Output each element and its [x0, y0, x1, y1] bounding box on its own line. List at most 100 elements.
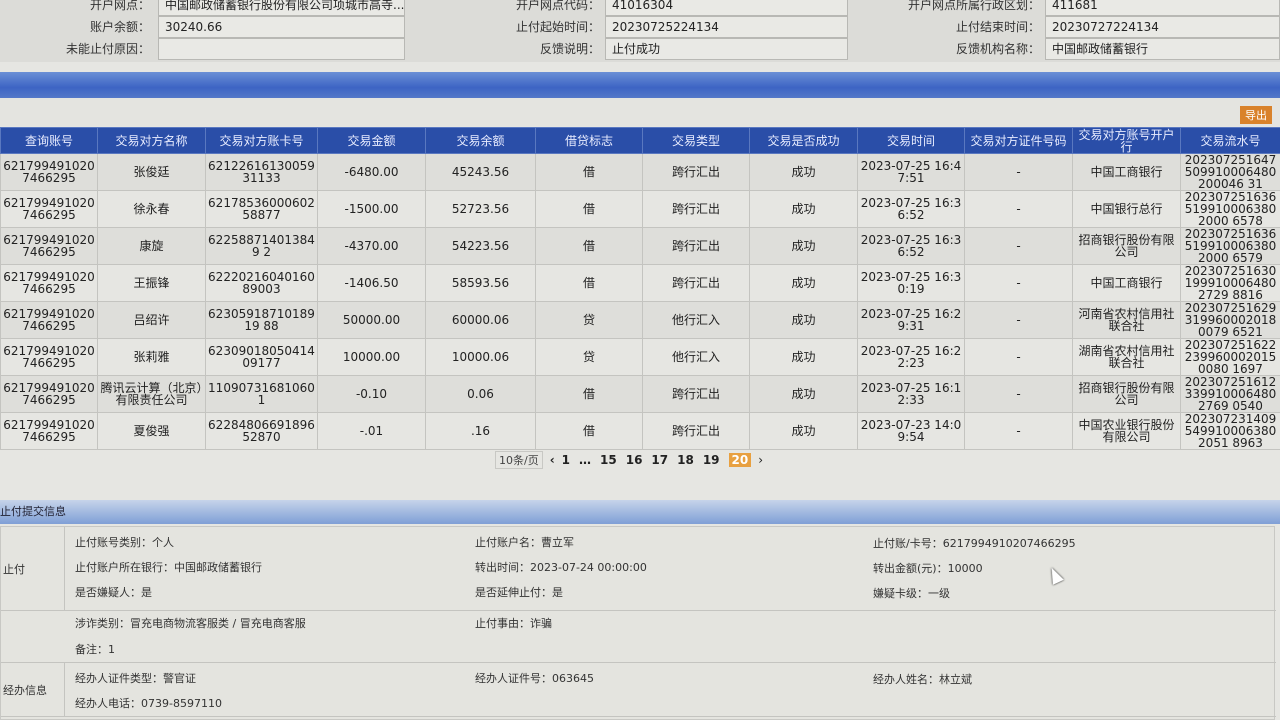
info-value: 20230725224134: [605, 16, 848, 38]
field-acct-no: 止付账/卡号：6217994910207466295: [873, 537, 1076, 550]
table-cell: 54223.56: [425, 227, 536, 265]
table-cell: 成功: [749, 338, 858, 376]
table-cell: 2023-07-25 16:36:52: [857, 227, 965, 265]
table-cell: -: [964, 227, 1073, 265]
table-cell: -: [964, 338, 1073, 376]
page-button[interactable]: 1: [561, 453, 571, 467]
table-row[interactable]: 6217994910207466295 夏俊强 622848066918965287…: [0, 412, 1280, 450]
column-header: 交易是否成功: [749, 127, 858, 154]
table-cell: 45243.56: [425, 153, 536, 191]
table-cell: 中国银行总行: [1072, 190, 1181, 228]
table-cell: 成功: [749, 375, 858, 413]
column-header: 交易流水号: [1180, 127, 1280, 154]
table-cell: 成功: [749, 412, 858, 450]
table-cell: 58593.56: [425, 264, 536, 302]
table-cell: 6217994910207466295: [0, 412, 98, 450]
group-label: 经办信息: [1, 663, 65, 716]
table-row[interactable]: 6217994910207466295 徐永春 621785360006025887…: [0, 190, 1280, 228]
info-label: 开户网点代码：: [515, 0, 600, 12]
table-cell: -6480.00: [317, 153, 426, 191]
field-acct-type: 止付账号类别：个人: [75, 536, 174, 549]
page-button[interactable]: 20: [728, 453, 752, 467]
table-cell: 2023-07-23 14:09:54: [857, 412, 965, 450]
field-acct-name: 止付账户名：曹立军: [475, 536, 574, 549]
table-cell: 腾讯云计算（北京）有限责任公司: [97, 375, 206, 413]
table-cell: 借: [535, 264, 643, 302]
page-size-select[interactable]: 10条/页: [495, 451, 543, 469]
table-cell: 成功: [749, 227, 858, 265]
table-cell: 王振锋: [97, 264, 206, 302]
table-cell: 2023-07-25 16:30:19: [857, 264, 965, 302]
table-cell: 跨行汇出: [642, 227, 750, 265]
field-op-name: 经办人姓名：林立斌: [873, 673, 972, 686]
table-cell: .16: [425, 412, 536, 450]
table-row[interactable]: 6217994910207466295 康旋 622588714013849 2 -4…: [0, 227, 1280, 265]
info-label: 反馈说明：: [539, 42, 600, 56]
table-cell: 622588714013849 2: [205, 227, 318, 265]
table-cell: -0.10: [317, 375, 426, 413]
column-header: 交易余额: [425, 127, 536, 154]
table-cell: -: [964, 301, 1073, 339]
page-button[interactable]: 17: [651, 453, 669, 467]
table-row[interactable]: 6217994910207466295 吕绍许 6230591871018919 8…: [0, 301, 1280, 339]
page-button[interactable]: 18: [677, 453, 694, 467]
table-row[interactable]: 6217994910207466295 王振锋 622202160401608900…: [0, 264, 1280, 302]
info-value: 中国邮政储蓄银行: [1045, 38, 1280, 60]
table-cell: 110907316810601: [205, 375, 318, 413]
table-cell: 夏俊强: [97, 412, 206, 450]
operator-group: 经办信息: [1, 663, 1276, 717]
column-header: 查询账号: [0, 127, 98, 154]
column-header: 交易对方证件号码: [964, 127, 1073, 154]
field-op-phone: 经办人电话：0739-8597110: [75, 697, 222, 710]
table-cell: 中国工商银行: [1072, 153, 1181, 191]
table-cell: 6228480669189652870: [205, 412, 318, 450]
table-cell: 6217994910207466295: [0, 264, 98, 302]
field-suspect: 是否嫌疑人：是: [75, 586, 152, 599]
table-row[interactable]: 6217994910207466295 张莉雅 623090180504140917…: [0, 338, 1280, 376]
page-button[interactable]: 19: [702, 453, 720, 467]
table-cell: 10000.00: [317, 338, 426, 376]
table-cell: 吕绍许: [97, 301, 206, 339]
table-cell: -.01: [317, 412, 426, 450]
table-cell: -: [964, 375, 1073, 413]
table-row[interactable]: 6217994910207466295 腾讯云计算（北京）有限责任公司 110907…: [0, 375, 1280, 413]
info-label: 账户余额：: [89, 20, 150, 34]
field-reason: 止付事由：诈骗: [475, 617, 552, 630]
table-toolbar: 导出: [0, 98, 1280, 126]
next-page-button[interactable]: ›: [758, 453, 764, 467]
export-button[interactable]: 导出: [1240, 106, 1272, 124]
info-value: 411681: [1045, 0, 1280, 16]
table-cell: 10000.06: [425, 338, 536, 376]
prev-page-button[interactable]: ‹: [549, 453, 555, 467]
transaction-table: 查询账号 交易对方名称 交易对方账卡号 交易金额 交易余额 借贷标志 交易类型 交易是否成功交…: [0, 127, 1280, 450]
pagination: 10条/页 ‹ 1 … 15 16 17 18 19 20 ›: [495, 451, 763, 469]
page-button[interactable]: 16: [625, 453, 643, 467]
table-cell: 跨行汇出: [642, 375, 750, 413]
table-cell: 2023072516222399600020150080 1697: [1180, 338, 1280, 376]
table-cell: 202307251647509910006480200046 31: [1180, 153, 1280, 191]
table-cell: 成功: [749, 153, 858, 191]
page-button[interactable]: …: [579, 453, 592, 467]
table-cell: 成功: [749, 264, 858, 302]
table-cell: 6230901805041409177: [205, 338, 318, 376]
column-header: 交易对方账号开户行: [1072, 127, 1181, 154]
field-fraud-type: 涉诈类别：冒充电商物流客服类 / 冒充电商客服: [75, 617, 306, 630]
column-header: 交易对方名称: [97, 127, 206, 154]
info-label: 止付起始时间：: [515, 20, 600, 34]
page-button[interactable]: 15: [600, 453, 617, 467]
table-cell: 他行汇入: [642, 338, 750, 376]
table-cell: 6212261613005931133: [205, 153, 318, 191]
info-label: 开户网点所属行政区划：: [907, 0, 1040, 12]
table-cell: 2023-07-25 16:22:23: [857, 338, 965, 376]
info-label: 未能止付原因：: [65, 42, 150, 56]
table-cell: 52723.56: [425, 190, 536, 228]
table-cell: 借: [535, 412, 643, 450]
submit-info-title: 止付提交信息: [0, 500, 1280, 524]
table-row[interactable]: 6217994910207466295 张俊廷 621226161300593113…: [0, 153, 1280, 191]
table-cell: 张俊廷: [97, 153, 206, 191]
table-cell: 康旋: [97, 227, 206, 265]
submit-info-panel: 止付 经办信息 止付账号类别：个人 止付账户名：曹立军 止付账/卡号：62179…: [0, 526, 1276, 720]
table-cell: 6217853600060258877: [205, 190, 318, 228]
info-value: [158, 38, 405, 60]
table-cell: 借: [535, 227, 643, 265]
